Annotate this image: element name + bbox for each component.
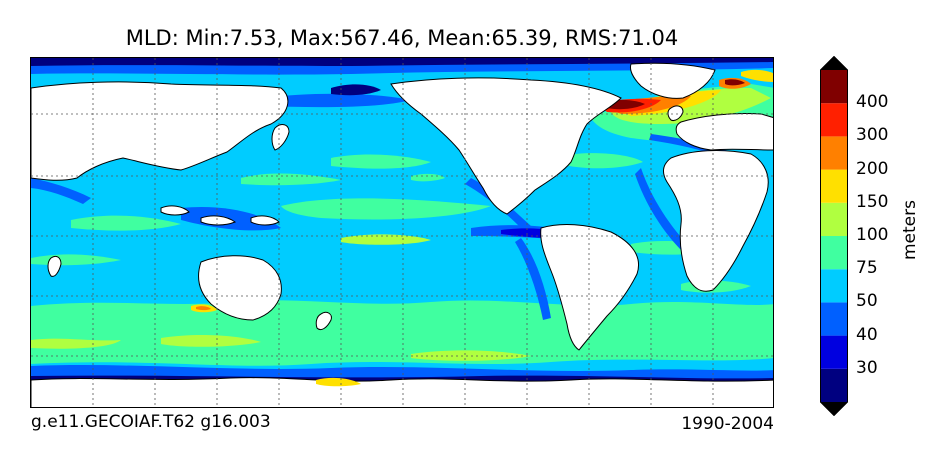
colorbar-outline: [820, 56, 848, 416]
map-title: MLD: Min:7.53, Max:567.46, Mean:65.39, R…: [125, 26, 679, 50]
colorbar-unit-text: meters: [900, 200, 920, 260]
australia-land: [198, 255, 282, 321]
colorbar-extend-max: [820, 56, 848, 70]
colorbar-tick-label: 150: [856, 191, 889, 212]
colorbar-segment: [820, 169, 848, 203]
west-africa-shallow: [635, 168, 691, 252]
antarctica-land: [31, 377, 773, 407]
greenland-land: [630, 62, 716, 99]
arctic-dark-band: [31, 58, 773, 66]
colorbar-tick-label: 400: [856, 92, 889, 113]
maritime-continent-islands: [160, 205, 280, 226]
mld-map: [30, 57, 774, 408]
southern-ocean-100-patch-2: [411, 350, 531, 361]
colorbar-tick-label: 75: [856, 258, 878, 279]
europe-land: [675, 112, 773, 151]
southern-ocean-100-patch-3: [161, 335, 261, 347]
indian-coast-shallow: [31, 178, 91, 204]
colorbar-segment: [820, 236, 848, 270]
atlantic-75-patch: [561, 153, 643, 169]
labrador-sea-400: [725, 79, 745, 86]
colorbar-tick-label: 300: [856, 125, 889, 146]
north-pacific-shallow: [261, 93, 411, 108]
indian-ocean-75-band: [71, 215, 181, 231]
south-pacific-100-patch: [341, 234, 431, 245]
south-pacific-75-band: [281, 198, 491, 220]
colorbar-extend-min: [820, 402, 848, 416]
period-label: 1990-2004: [681, 414, 774, 434]
japan-land: [271, 124, 290, 151]
north-america-land: [390, 77, 622, 215]
madagascar-land: [47, 255, 62, 277]
colorbar-tick-label: 40: [856, 324, 878, 345]
colorbar-segment: [820, 103, 848, 137]
colorbar-segment: [820, 269, 848, 303]
british-isles-land: [667, 105, 684, 121]
colorbar-segment: [820, 335, 848, 369]
graticule: [31, 58, 773, 407]
peru-coast-shallow: [515, 238, 551, 320]
sea-of-okhotsk-dark: [331, 84, 381, 96]
north-pacific-75-band: [331, 154, 431, 169]
maritime-continent-shallow: [181, 206, 281, 231]
colorbar-unit-label: meters: [880, 200, 940, 260]
colorbar-tick-label: 200: [856, 158, 889, 179]
new-zealand-land: [315, 311, 332, 331]
southern-ocean-100-patch-1: [31, 338, 121, 349]
colorbar-tick-label: 50: [856, 291, 878, 312]
north-pacific-75-band-2: [241, 173, 341, 186]
eurasia-land-west: [31, 81, 289, 181]
southern-ocean-deep-patch: [196, 306, 211, 311]
colorbar-tick-label: 30: [856, 357, 878, 378]
colorbar-segment: [820, 368, 848, 402]
south-america-land: [540, 224, 639, 351]
colorbar-segment: [820, 202, 848, 236]
map-canvas: [31, 58, 773, 407]
colorbar-segment: [820, 302, 848, 336]
ross-sea-patch: [316, 377, 361, 387]
colorbar-segment: [820, 70, 848, 104]
norwegian-sea-150: [741, 69, 773, 82]
colorbar-tick-label: 100: [856, 225, 889, 245]
colorbar: [820, 56, 848, 416]
colorbar-segment: [820, 136, 848, 170]
experiment-label: g.e11.GECOIAF.T62 g16.003: [31, 412, 271, 432]
